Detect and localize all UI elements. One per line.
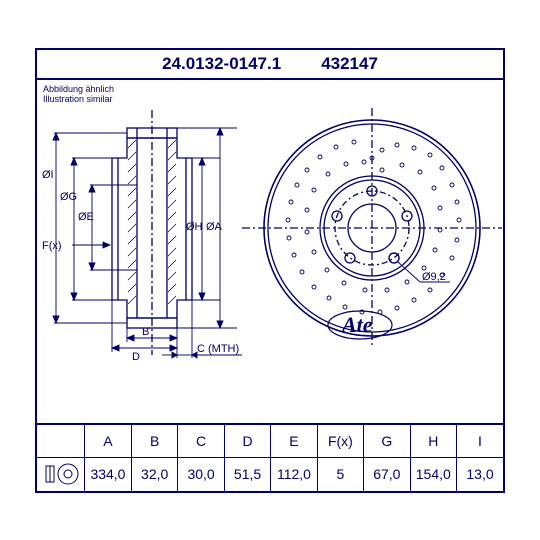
col-B: B [131, 425, 177, 458]
part-number-2: 432147 [321, 54, 378, 74]
col-H: H [410, 425, 456, 458]
dim-Fx: F(x) [42, 240, 62, 252]
dim-G: ØG [60, 191, 77, 203]
header-bar: 24.0132-0147.1 432147 [37, 50, 503, 80]
val-H: 154,0 [410, 458, 456, 491]
col-C: C [178, 425, 224, 458]
brand-logo: Ate [340, 312, 373, 337]
dim-E: ØE [78, 211, 94, 223]
dimension-leaders [53, 133, 137, 323]
technical-drawing: ØI ØG ØE F(x) [42, 100, 502, 380]
val-A: 334,0 [85, 458, 131, 491]
dim-C: C (MTH) [197, 343, 239, 355]
val-G: 67,0 [364, 458, 410, 491]
caption-de: Abbildung ähnlich [43, 84, 114, 95]
data-table: A B C D E F(x) G H I 334,0 32,0 30,0 51,… [85, 425, 503, 491]
col-F: F(x) [317, 425, 363, 458]
table-icon-column [37, 425, 85, 491]
dim-A: ØA [206, 221, 223, 233]
val-F: 5 [317, 458, 363, 491]
part-number-1: 24.0132-0147.1 [162, 54, 281, 74]
col-G: G [364, 425, 410, 458]
val-D: 51,5 [224, 458, 270, 491]
col-E: E [271, 425, 317, 458]
dim-I: ØI [42, 169, 54, 181]
dimension-table: A B C D E F(x) G H I 334,0 32,0 30,0 51,… [37, 423, 503, 491]
table-header-row: A B C D E F(x) G H I [85, 425, 503, 458]
dim-D: D [132, 351, 140, 363]
val-C: 30,0 [178, 458, 224, 491]
hole-dia-label: Ø9,2 [422, 271, 446, 283]
col-A: A [85, 425, 131, 458]
val-E: 112,0 [271, 458, 317, 491]
drawing-frame: 24.0132-0147.1 432147 Abbildung ähnlich … [35, 48, 505, 493]
disc-icon [42, 462, 80, 486]
drawing-area: Abbildung ähnlich Illustration similar [37, 80, 503, 423]
val-B: 32,0 [131, 458, 177, 491]
side-view [112, 110, 192, 355]
col-D: D [224, 425, 270, 458]
dim-H: ØH [186, 221, 203, 233]
dim-text-left: ØI ØG ØE [42, 169, 94, 223]
col-I: I [457, 425, 504, 458]
val-I: 13,0 [457, 458, 504, 491]
table-data-row: 334,0 32,0 30,0 51,5 112,0 5 67,0 154,0 … [85, 458, 503, 491]
dim-B: B [142, 326, 149, 338]
